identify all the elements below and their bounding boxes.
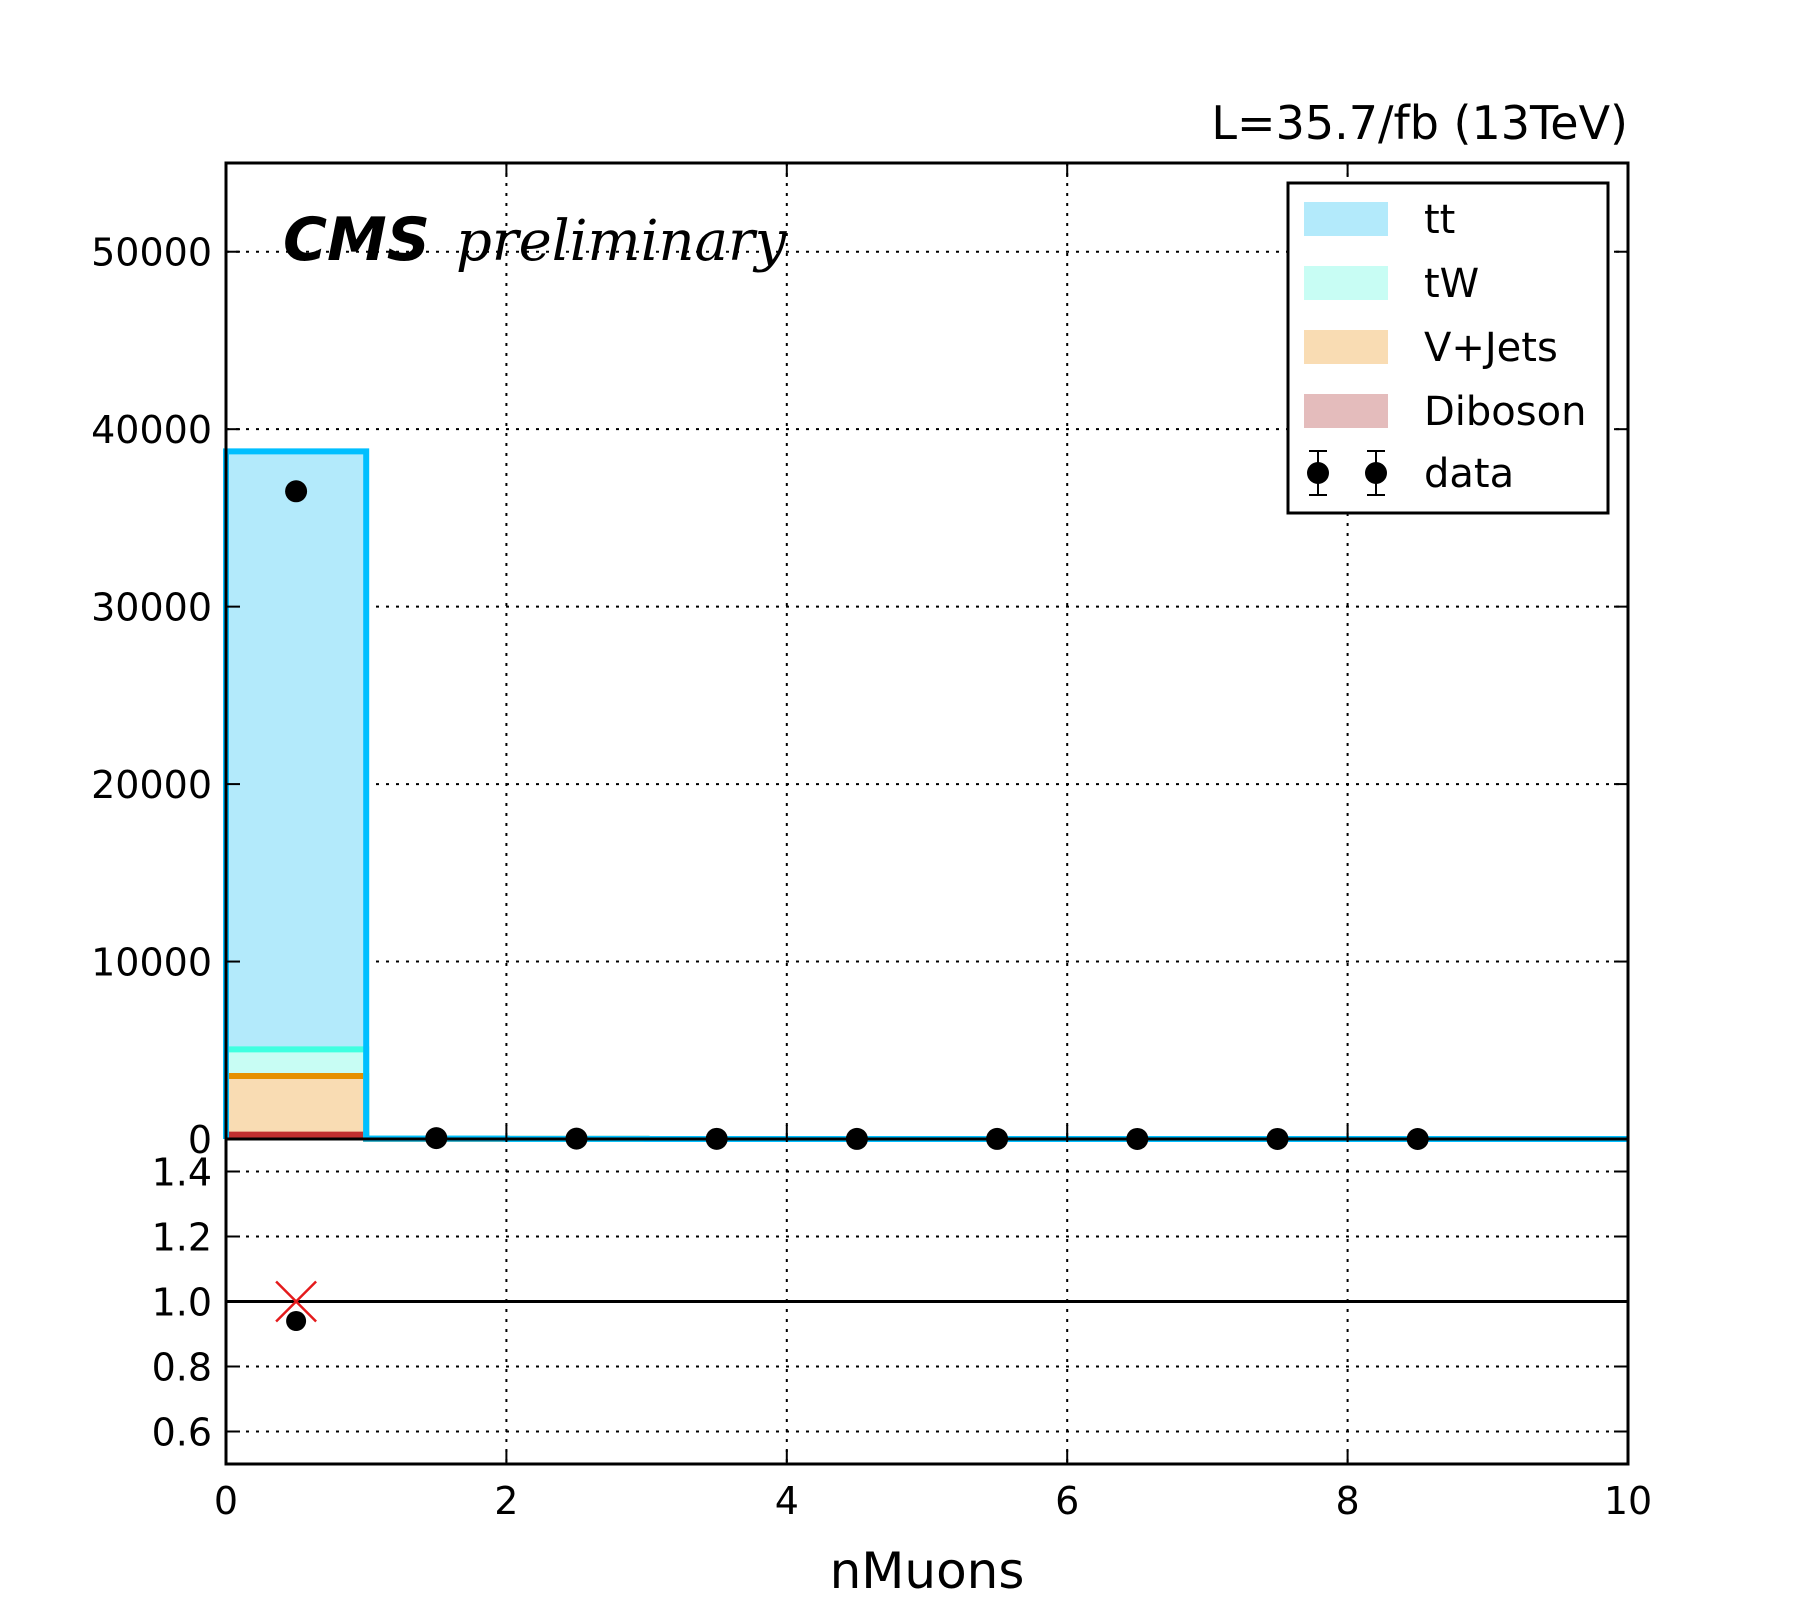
legend-label: tt — [1424, 197, 1455, 243]
x-tick-label: 8 — [1336, 1479, 1360, 1523]
x-tick-label: 10 — [1604, 1479, 1652, 1523]
ratio-points — [226, 1280, 1628, 1331]
y-tick-label: 0 — [188, 1118, 212, 1162]
bar-tw — [226, 1049, 367, 1077]
y-tick-label: 10000 — [91, 941, 212, 985]
y-tick-label: 30000 — [91, 586, 212, 630]
ratio-x-marker — [275, 1280, 317, 1323]
x-axis-label: nMuons — [830, 1542, 1025, 1600]
legend-swatch — [1304, 266, 1388, 300]
ratio-panel: 0.6 0.8 1.0 1.2 1.4 — [152, 1137, 1630, 1466]
ratio-y-tick-label: 1.4 — [152, 1151, 212, 1195]
x-tick-label: 6 — [1055, 1479, 1079, 1523]
ratio-y-tick-label: 1.0 — [152, 1281, 212, 1325]
legend-data-marker — [1365, 462, 1387, 484]
ratio-frame — [224, 1137, 1630, 1466]
legend: tt tW V+Jets Diboson data — [1286, 181, 1610, 515]
ratio-y-ticks: 0.6 0.8 1.0 1.2 1.4 — [152, 1151, 1628, 1455]
legend-label: Diboson — [1424, 389, 1586, 435]
x-tick-label: 2 — [494, 1479, 518, 1523]
ratio-point — [286, 1311, 307, 1331]
y-tick-label: 50000 — [91, 231, 212, 275]
preliminary-italic: preliminary — [456, 209, 788, 274]
y-tick-label: 40000 — [91, 408, 212, 452]
ratio-y-tick-label: 0.6 — [152, 1411, 212, 1455]
bar-tt — [226, 451, 367, 1050]
legend-label: V+Jets — [1424, 325, 1558, 371]
cms-label: CMS preliminary — [283, 205, 788, 275]
x-ticks: 0 2 4 6 8 10 — [214, 163, 1652, 1523]
step-tt — [223, 448, 1628, 1142]
data-points — [285, 480, 1429, 1150]
x-tick-label: 4 — [775, 1479, 799, 1523]
legend-swatch — [1304, 202, 1388, 236]
step-tw — [223, 1046, 1628, 1142]
bar-v-jets — [226, 1076, 367, 1135]
legend-label: tW — [1424, 261, 1479, 307]
x-tick-label: 0 — [214, 1479, 238, 1523]
main-panel: 0 10000 20000 30000 40000 50000 CMS prelimina… — [91, 161, 1630, 1162]
cms-bold: CMS — [283, 205, 430, 275]
stacked-bars — [223, 448, 1628, 1142]
legend-data-marker — [1307, 462, 1329, 484]
legend-swatch — [1304, 394, 1388, 428]
ratio-y-tick-label: 1.2 — [152, 1216, 212, 1260]
legend-label-data: data — [1424, 451, 1514, 497]
ratio-y-tick-label: 0.8 — [152, 1346, 212, 1390]
legend-swatch — [1304, 330, 1388, 364]
lumi-label: L=35.7/fb (13TeV) — [1211, 96, 1628, 150]
data-point — [285, 480, 308, 503]
y-tick-label: 20000 — [91, 763, 212, 807]
